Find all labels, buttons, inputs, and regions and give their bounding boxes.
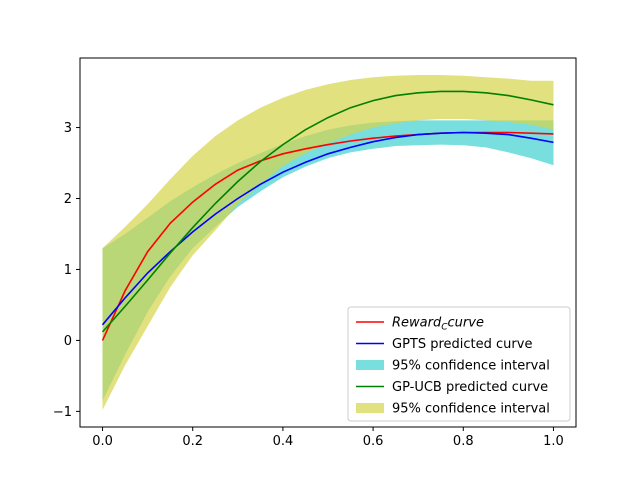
series-line-3 (101, 90, 554, 333)
y-tick-label: 2 (64, 192, 72, 207)
legend: RewardCcurve GPTS predicted curve 95% conf… (347, 306, 571, 422)
x-tick-label: 0.6 (363, 434, 384, 449)
x-tick-label: 0.2 (182, 434, 203, 449)
legend-label-4: 95% confidence interval (392, 402, 550, 417)
series-lines (101, 90, 554, 341)
x-tick-label: 0.8 (453, 434, 474, 449)
x-tick-label: 0.0 (92, 434, 113, 449)
legend-box (347, 306, 571, 422)
confidence-bands (102, 75, 554, 410)
confidence-band-4 (102, 75, 554, 410)
legend-swatch-4 (356, 403, 384, 413)
legend-label-1: GPTS predicted curve (392, 337, 532, 352)
legend-label-3: GP-UCB predicted curve (392, 380, 548, 395)
x-axis: 0.0 0.2 0.4 0.6 0.8 1.0 (92, 427, 564, 449)
y-tick-label: 1 (64, 263, 72, 278)
y-axis: −1 0 1 2 3 (53, 121, 80, 420)
x-tick-label: 0.4 (273, 434, 294, 449)
x-tick-label: 1.0 (543, 434, 564, 449)
legend-label-2: 95% confidence interval (392, 359, 550, 374)
legend-label-0: RewardCcurve (392, 316, 484, 333)
y-tick-label: 3 (64, 121, 72, 136)
y-tick-label: 0 (64, 334, 72, 349)
legend-swatch-2 (356, 360, 384, 370)
y-tick-label: −1 (53, 405, 72, 420)
plot-frame (79, 57, 577, 428)
